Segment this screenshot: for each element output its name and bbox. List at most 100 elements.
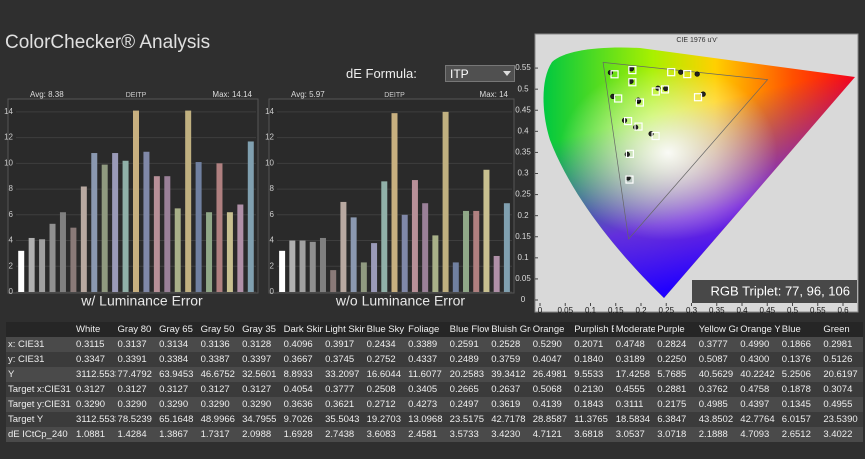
target-point — [660, 85, 670, 94]
target-point — [625, 149, 634, 158]
avg-label: Avg: 5.97 — [291, 90, 325, 99]
table-cell: 4.7093 — [738, 427, 780, 442]
bar — [216, 163, 223, 292]
table-cell: 0.2489 — [447, 352, 490, 367]
table-cell: 2.7438 — [323, 427, 365, 442]
table-cell: 2.1888 — [696, 427, 739, 442]
table-cell: 0.1843 — [572, 397, 614, 412]
header-row: White Gray 80 Gray 65 Gray 50 Gray 35 Dark Sk… — [6, 322, 863, 337]
table-cell: 0.1878 — [779, 382, 822, 397]
row-label: Target y:CIE31 — [6, 397, 75, 412]
spectral-locus-white — [543, 47, 855, 298]
table-cell: 0.3127 — [240, 382, 282, 397]
y-tick-label: 14 — [4, 107, 13, 116]
table-cell: 43.8502 — [696, 412, 739, 427]
table-cell: 0.3127 — [115, 382, 158, 397]
table-cell: 0.3391 — [115, 352, 158, 367]
bar — [422, 203, 429, 292]
x-tick-label: 0.3 — [686, 306, 698, 315]
max-label: Max: 14.14 — [212, 90, 252, 99]
table-cell: 0.3384 — [157, 352, 199, 367]
y-tick-label: 0 — [9, 287, 14, 296]
column-header: Gray 35 — [240, 322, 282, 337]
annotation-box — [692, 280, 857, 303]
formula-select[interactable]: ITP — [445, 65, 515, 82]
max-label: Max: 14 — [480, 90, 509, 99]
table-cell: 0.1866 — [779, 337, 822, 352]
table-cell: 3.6818 — [572, 427, 614, 442]
table-cell: 63.9453 — [157, 367, 199, 382]
formula-value[interactable]: ITP — [450, 67, 469, 81]
table-cell: 0.4748 — [613, 337, 656, 352]
bar — [237, 204, 244, 292]
formula-label: dE Formula: — [346, 66, 417, 81]
x-tick-label: 0.4 — [736, 306, 748, 315]
table-cell: 0.3759 — [489, 352, 531, 367]
y-tick-label: 0 — [270, 287, 275, 296]
table-row: Target Y3112.553378.523965.164848.996634… — [6, 412, 863, 427]
table-cell: 33.2097 — [323, 367, 365, 382]
column-header: Blue — [779, 322, 822, 337]
bar — [59, 212, 66, 292]
y-tick-label: 2 — [270, 261, 275, 270]
table-cell: 0.2665 — [447, 382, 490, 397]
table-cell: 5.2506 — [779, 367, 822, 382]
row-label: dE ICtCp_240 — [6, 427, 75, 442]
table-cell: 1.4284 — [115, 427, 158, 442]
dropdown-arrow[interactable] — [503, 71, 511, 76]
y-tick-label: 6 — [270, 210, 275, 219]
column-header: Gray 80 — [115, 322, 158, 337]
bar — [360, 262, 367, 292]
table-cell: 3112.5533 — [74, 367, 116, 382]
table-cell: 3.0718 — [655, 427, 697, 442]
y-tick-label: 0.25 — [515, 190, 531, 199]
bar — [442, 111, 449, 292]
bar — [153, 176, 160, 292]
table-cell: 1.6928 — [281, 427, 324, 442]
table-cell: 3.4022 — [821, 427, 863, 442]
table-cell: 0.3745 — [323, 352, 365, 367]
bar — [432, 235, 439, 292]
table-cell: 23.5390 — [821, 412, 863, 427]
table-cell: 23.5175 — [447, 412, 490, 427]
table-cell: 0.4054 — [281, 382, 324, 397]
row-label: y: CIE31 — [6, 352, 75, 367]
y-tick-label: 0.5 — [517, 84, 529, 93]
table-wrap: White Gray 80 Gray 65 Gray 50 Gray 35 Dark Sk… — [6, 322, 863, 459]
bar — [309, 241, 316, 292]
table-row: Target y:CIE31 0.3290 0.3290 0.3290 0.3290 0.… — [6, 397, 863, 412]
column-header: Blue Sky — [364, 322, 407, 337]
x-axis-label: w/ Luminance Error — [80, 293, 203, 309]
table-cell: 0.3290 — [74, 397, 116, 412]
bar — [299, 240, 306, 292]
table-cell: 0.3290 — [198, 397, 241, 412]
table-cell: 0.3290 — [157, 397, 199, 412]
bar — [247, 141, 254, 292]
table-cell: 0.3290 — [115, 397, 158, 412]
table-cell: 0.3127 — [74, 382, 116, 397]
table-cell: 0.1376 — [779, 352, 822, 367]
measured-point — [633, 124, 639, 130]
bar — [185, 110, 192, 292]
target-point — [614, 94, 623, 103]
measured-point — [678, 69, 684, 75]
x-tick-label: 0.5 — [787, 306, 799, 315]
table-cell: 0.3777 — [696, 337, 739, 352]
x-tick-label: 0.35 — [709, 306, 725, 315]
table-cell: 9.7026 — [281, 412, 324, 427]
target-point — [628, 78, 637, 87]
table-cell: 0.4758 — [738, 382, 780, 397]
table-cell: 28.8587 — [530, 412, 573, 427]
bar — [18, 250, 25, 292]
table-cell: 0.3127 — [157, 382, 199, 397]
bar — [319, 237, 326, 292]
bar — [493, 255, 500, 292]
table-cell: 9.5533 — [572, 367, 614, 382]
table-cell: 48.9966 — [198, 412, 241, 427]
target-point — [651, 87, 660, 96]
annotation: RGB Triplet: 77, 96, 106 — [711, 283, 850, 298]
table-cell: 0.3397 — [240, 352, 282, 367]
table-cell: 0.3127 — [198, 382, 241, 397]
table-cell: 0.3619 — [489, 397, 531, 412]
